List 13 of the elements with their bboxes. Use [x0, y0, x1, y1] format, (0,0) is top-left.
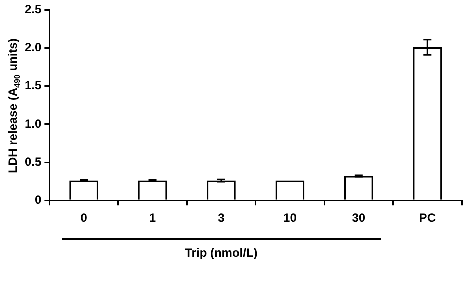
x-tick-label: 3 [218, 211, 226, 226]
x-tick-label: 1 [149, 211, 156, 226]
y-tick-label: 2.0 [24, 40, 42, 55]
x-tick-label: 0 [80, 211, 88, 226]
y-tick-label: 1.5 [24, 78, 42, 93]
x-tick-label: PC [419, 211, 436, 226]
x-tick-label: 30 [352, 211, 366, 226]
y-tick-label: 0 [34, 192, 42, 207]
x-tick-label: 10 [284, 211, 298, 226]
y-tick-label: 1.0 [24, 116, 42, 131]
x-axis-title: Trip (nmol/L) [185, 246, 258, 260]
y-tick-label: 0.5 [24, 154, 42, 169]
y-tick-label: 2.5 [24, 2, 42, 17]
